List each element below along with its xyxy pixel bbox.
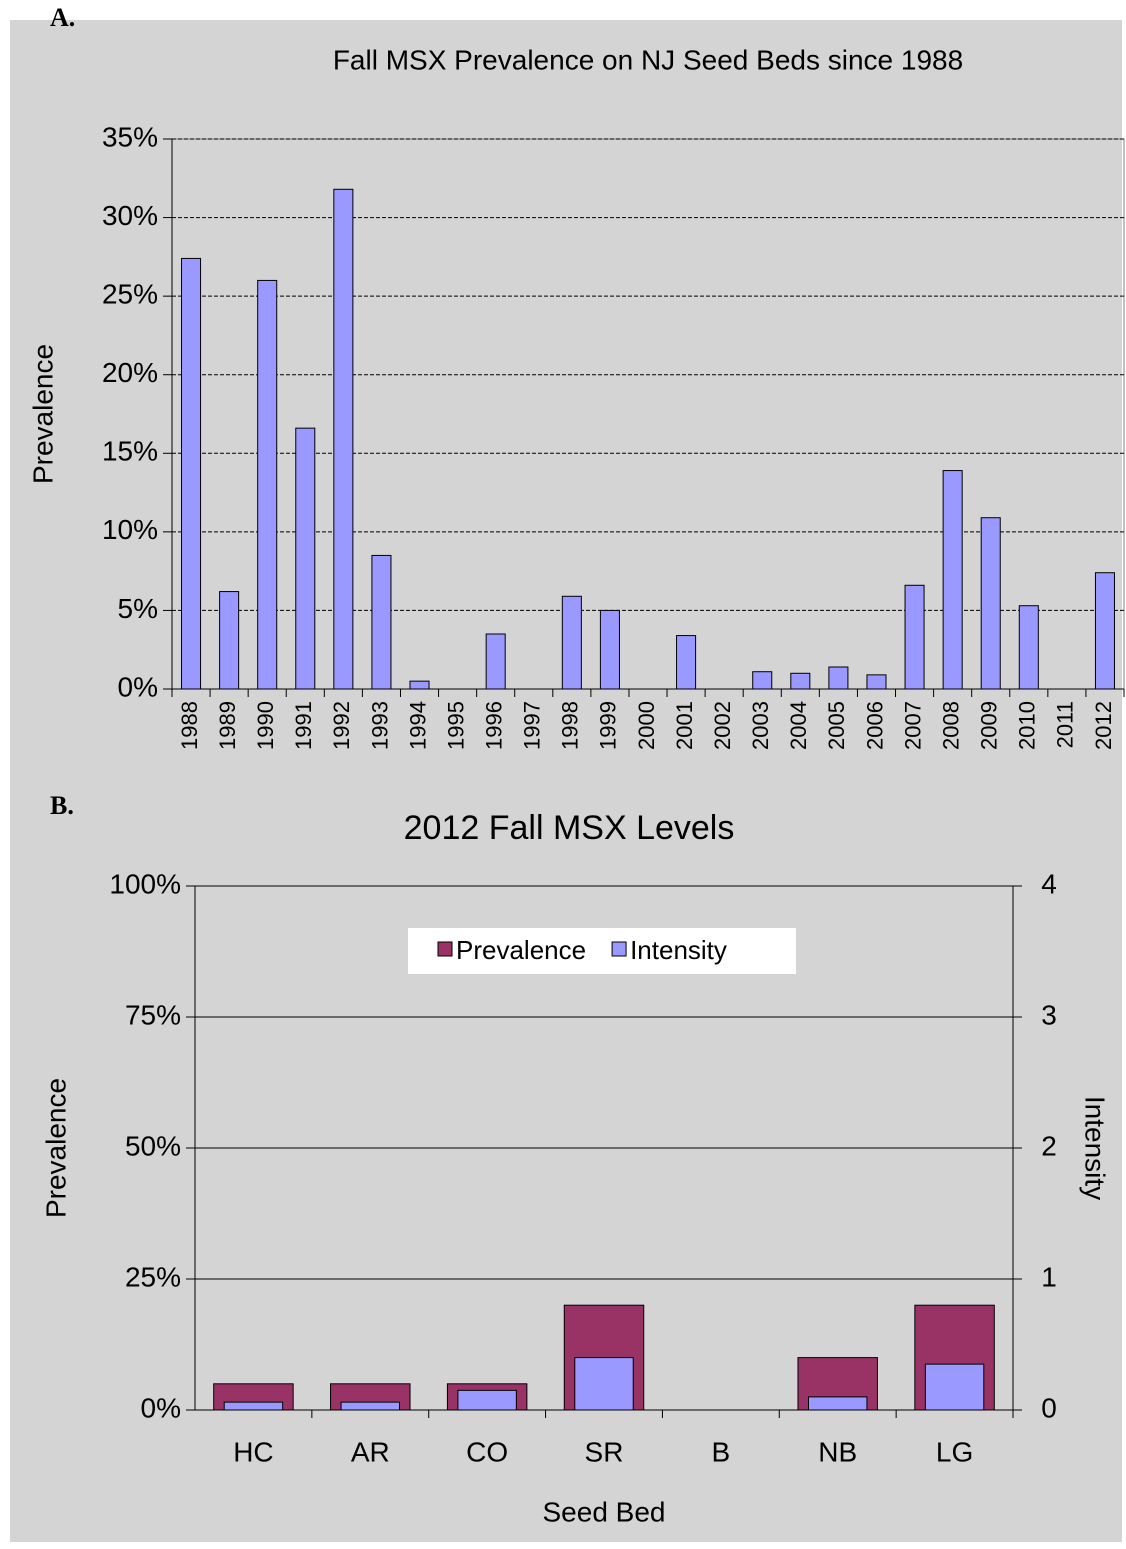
bar bbox=[790, 672, 811, 690]
bar bbox=[904, 584, 925, 690]
y-tick-label: 35% bbox=[102, 121, 158, 152]
y2-tick-label: 0 bbox=[1041, 1392, 1057, 1423]
x-tick-label: 1989 bbox=[215, 701, 240, 750]
x-tick-label: 2003 bbox=[748, 701, 773, 750]
y-tick-label: 75% bbox=[125, 999, 181, 1030]
bar bbox=[599, 609, 620, 690]
bar bbox=[574, 1357, 634, 1411]
x-tick-label: SR bbox=[585, 1436, 624, 1467]
y2-tick-label: 2 bbox=[1041, 1130, 1057, 1161]
y2-tick-label: 4 bbox=[1041, 868, 1057, 899]
bar bbox=[371, 554, 392, 690]
bar bbox=[561, 595, 582, 690]
y-tick-label: 50% bbox=[125, 1130, 181, 1161]
x-tick-label: 1993 bbox=[367, 701, 392, 750]
legend-swatch bbox=[611, 941, 627, 957]
bar bbox=[980, 517, 1001, 690]
x-tick-label: 1998 bbox=[558, 701, 583, 750]
bar bbox=[866, 674, 887, 690]
x-tick-label: 1995 bbox=[443, 701, 468, 750]
y-tick-label: 0% bbox=[141, 1392, 181, 1423]
y-tick-label: 25% bbox=[102, 279, 158, 310]
x-tick-label: 2002 bbox=[710, 701, 735, 750]
x-tick-label: 1999 bbox=[596, 701, 621, 750]
bar bbox=[409, 680, 430, 690]
y-tick-label: 20% bbox=[102, 357, 158, 388]
y-axis-label: Prevalence bbox=[40, 1078, 71, 1218]
bar bbox=[340, 1401, 401, 1411]
y-tick-label: 5% bbox=[118, 593, 158, 624]
x-tick-label: 1990 bbox=[253, 701, 278, 750]
bar bbox=[942, 470, 963, 690]
bar bbox=[295, 427, 316, 690]
y-axis-label: Prevalence bbox=[27, 344, 58, 484]
x-tick-label: 2009 bbox=[977, 701, 1002, 750]
x-tick-label: NB bbox=[818, 1436, 857, 1467]
x-tick-label: 2012 bbox=[1091, 701, 1116, 750]
y-tick-label: 0% bbox=[118, 671, 158, 702]
x-tick-label: HC bbox=[233, 1436, 273, 1467]
bar bbox=[808, 1396, 868, 1411]
legend-box bbox=[408, 928, 796, 974]
bar bbox=[457, 1389, 517, 1411]
x-tick-label: 2011 bbox=[1053, 701, 1078, 748]
x-tick-label: 2000 bbox=[634, 701, 659, 750]
x-tick-label: 2004 bbox=[786, 701, 811, 750]
bar bbox=[257, 279, 278, 690]
bar bbox=[828, 666, 849, 690]
x-tick-label: LG bbox=[936, 1436, 973, 1467]
x-tick-label: B bbox=[712, 1436, 731, 1467]
x-tick-label: AR bbox=[351, 1436, 390, 1467]
x-tick-label: 1992 bbox=[329, 701, 354, 750]
bar bbox=[333, 188, 354, 690]
x-tick-label: 2008 bbox=[938, 701, 963, 750]
y2-tick-label: 1 bbox=[1041, 1261, 1057, 1292]
x-tick-label: 2006 bbox=[862, 701, 887, 750]
x-tick-label: 2001 bbox=[672, 701, 697, 750]
legend-label: Intensity bbox=[630, 935, 727, 965]
panel-label: B. bbox=[50, 791, 74, 820]
chart-title: Fall MSX Prevalence on NJ Seed Beds sinc… bbox=[333, 44, 963, 75]
x-tick-label: 1991 bbox=[291, 701, 316, 750]
y-tick-label: 25% bbox=[125, 1261, 181, 1292]
y-tick-label: 100% bbox=[109, 868, 181, 899]
x-tick-label: 2007 bbox=[900, 701, 925, 750]
y-tick-label: 15% bbox=[102, 436, 158, 467]
legend-label: Prevalence bbox=[456, 935, 586, 965]
chart-title: 2012 Fall MSX Levels bbox=[404, 809, 735, 847]
panel-label: A. bbox=[50, 3, 75, 32]
legend-swatch bbox=[437, 941, 453, 957]
bar bbox=[223, 1401, 284, 1411]
bar bbox=[676, 635, 697, 690]
x-tick-label: 1988 bbox=[177, 701, 202, 750]
y-tick-label: 10% bbox=[102, 514, 158, 545]
x-axis-label: Seed Bed bbox=[543, 1496, 666, 1527]
x-tick-label: 1994 bbox=[405, 701, 430, 750]
x-tick-label: 1997 bbox=[520, 701, 545, 750]
y-tick-label: 30% bbox=[102, 200, 158, 231]
y2-tick-label: 3 bbox=[1041, 999, 1057, 1030]
bar bbox=[752, 671, 773, 690]
x-tick-label: CO bbox=[466, 1436, 508, 1467]
bar bbox=[181, 257, 202, 690]
bar bbox=[1094, 572, 1115, 690]
bar bbox=[1018, 605, 1039, 690]
x-tick-label: 1996 bbox=[481, 701, 506, 750]
bar bbox=[485, 633, 506, 690]
x-tick-label: 2005 bbox=[824, 701, 849, 750]
bar bbox=[924, 1363, 985, 1411]
bar bbox=[219, 591, 240, 690]
y2-axis-label: Intensity bbox=[1080, 1096, 1111, 1200]
x-tick-label: 2010 bbox=[1015, 701, 1040, 750]
